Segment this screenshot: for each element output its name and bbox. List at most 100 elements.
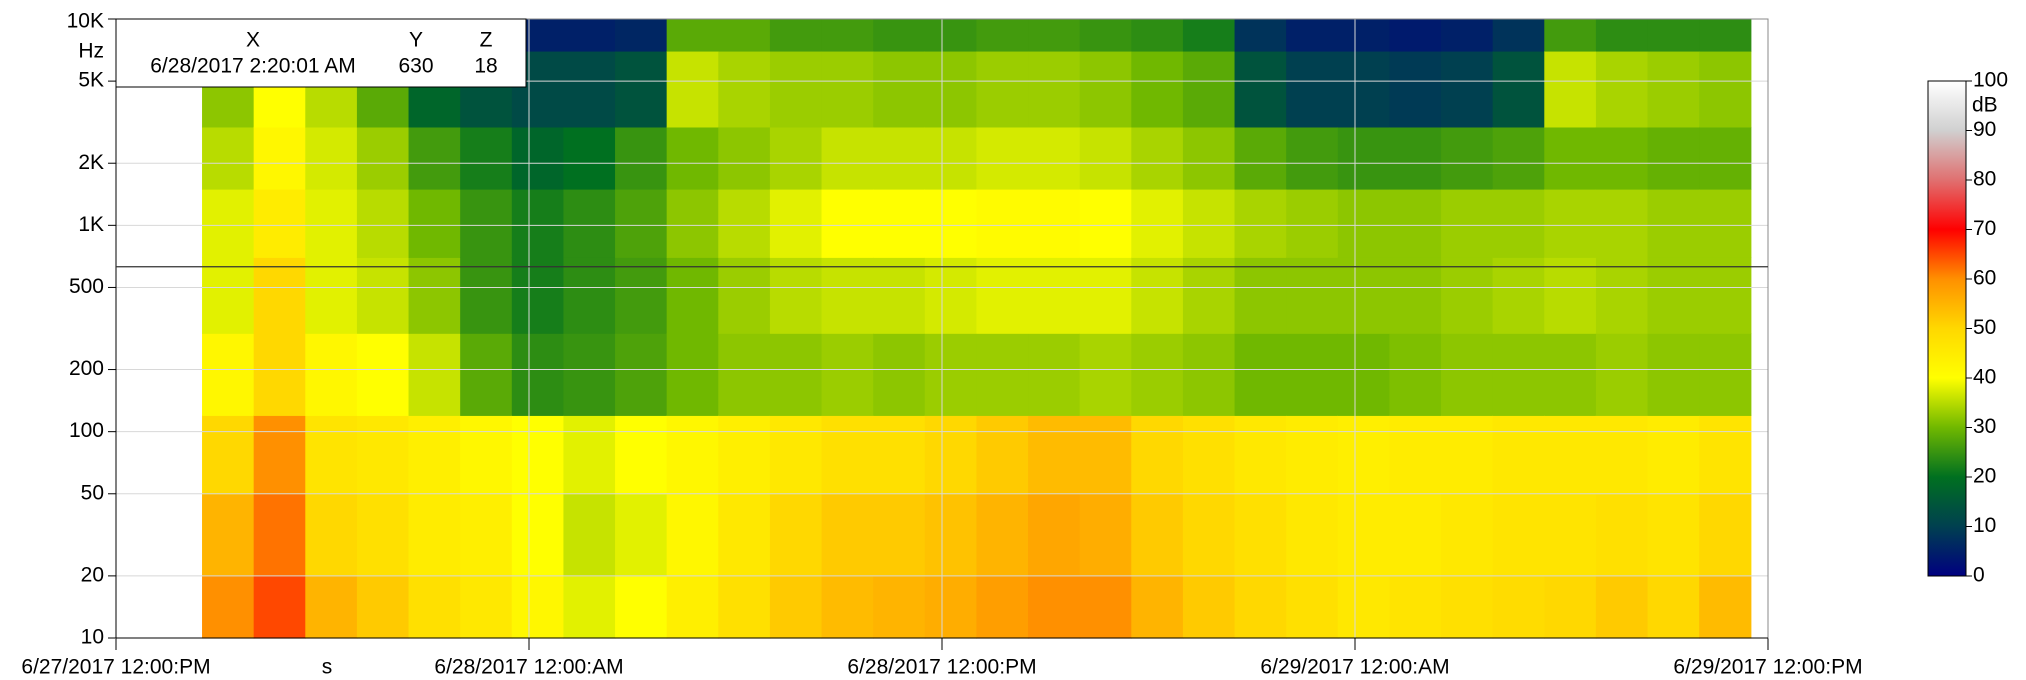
readout-z-header: Z: [480, 29, 493, 52]
heatmap-cell: [1028, 257, 1080, 334]
heatmap-cell: [925, 51, 977, 128]
heatmap-cell: [822, 333, 874, 416]
heatmap-cell: [409, 333, 461, 416]
heatmap-cell: [1648, 51, 1700, 128]
heatmap-cell: [305, 494, 357, 577]
heatmap-cell: [1493, 576, 1545, 639]
heatmap-cell: [1235, 189, 1287, 258]
heatmap-cell: [667, 257, 719, 334]
heatmap-cell: [460, 333, 512, 416]
heatmap-cell: [409, 494, 461, 577]
x-tick-label: 6/29/2017 12:00:PM: [1673, 656, 1862, 679]
heatmap-cell: [1699, 494, 1751, 577]
heatmap-cell: [1131, 189, 1183, 258]
heatmap-cell: [1183, 127, 1235, 190]
heatmap-cell: [1338, 415, 1390, 494]
heatmap-cell: [925, 189, 977, 258]
heatmap-cell: [1648, 257, 1700, 334]
heatmap-cell: [305, 257, 357, 334]
heatmap-cell: [770, 257, 822, 334]
heatmap-cell: [460, 257, 512, 334]
y-tick-label: 10: [81, 626, 104, 649]
heatmap-cell: [202, 415, 254, 494]
heatmap-cell: [1286, 576, 1338, 639]
heatmap-cell: [1493, 189, 1545, 258]
readout-y-header: Y: [409, 29, 423, 52]
heatmap-cell: [512, 415, 564, 494]
heatmap-cell: [305, 415, 357, 494]
colorbar-label: dB: [1972, 94, 1998, 117]
heatmap-cell: [718, 19, 770, 52]
heatmap-cell: [1389, 494, 1441, 577]
heatmap-cell: [1493, 257, 1545, 334]
readout-x-header: X: [246, 29, 260, 52]
heatmap-cell: [822, 51, 874, 128]
heatmap-cell: [1544, 19, 1596, 52]
y-tick-label: 50: [81, 481, 104, 504]
heatmap-cell: [1389, 576, 1441, 639]
heatmap-cell: [1235, 257, 1287, 334]
heatmap-cell: [1338, 19, 1390, 52]
x-tick-label: 6/29/2017 12:00:AM: [1260, 656, 1449, 679]
heatmap-cell: [1648, 189, 1700, 258]
heatmap-cell: [770, 576, 822, 639]
colorbar-tick-label: 40: [1973, 366, 1996, 389]
heatmap-cell: [1544, 494, 1596, 577]
heatmap-cell: [305, 576, 357, 639]
heatmap-cell: [718, 494, 770, 577]
heatmap-cell: [1493, 127, 1545, 190]
heatmap-cell: [1080, 19, 1132, 52]
heatmap-cell: [460, 494, 512, 577]
heatmap-cell: [1183, 576, 1235, 639]
heatmap-cell: [1235, 415, 1287, 494]
heatmap-cell: [1235, 576, 1287, 639]
heatmap-cell: [563, 415, 615, 494]
heatmap-cell: [563, 576, 615, 639]
heatmap-cell: [1441, 494, 1493, 577]
readout-z-value: 18: [474, 55, 497, 78]
heatmap-cell: [1131, 415, 1183, 494]
heatmap-cell: [667, 576, 719, 639]
heatmap-cell: [512, 257, 564, 334]
colorbar-tick-label: 80: [1973, 168, 1996, 191]
heatmap-cell: [925, 576, 977, 639]
heatmap-cell: [254, 257, 306, 334]
heatmap-cell: [770, 19, 822, 52]
heatmap-cell: [254, 189, 306, 258]
heatmap-cell: [718, 257, 770, 334]
x-tick-label: 6/27/2017 12:00:PM: [21, 656, 210, 679]
heatmap-cell: [976, 333, 1028, 416]
heatmap-cell: [1596, 415, 1648, 494]
heatmap-cell: [512, 333, 564, 416]
heatmap-cell: [512, 189, 564, 258]
heatmap-cell: [1338, 189, 1390, 258]
heatmap-cell: [1441, 127, 1493, 190]
heatmap-cell: [667, 333, 719, 416]
heatmap-cell: [409, 576, 461, 639]
y-tick-label: 1K: [78, 213, 104, 236]
x-tick-label: 6/28/2017 12:00:AM: [434, 656, 623, 679]
heatmap-cell: [615, 415, 667, 494]
heatmap-cell: [1389, 51, 1441, 128]
heatmap-cell: [1648, 415, 1700, 494]
heatmap-cell: [1286, 51, 1338, 128]
heatmap-cell: [1028, 189, 1080, 258]
heatmap-cell: [1699, 415, 1751, 494]
heatmap-cell: [1441, 19, 1493, 52]
heatmap-cell: [1338, 576, 1390, 639]
colorbar-tick-label: 90: [1973, 118, 1996, 141]
heatmap-cell: [305, 127, 357, 190]
heatmap-cell: [1235, 19, 1287, 52]
heatmap-cell: [254, 127, 306, 190]
heatmap-cell: [1544, 189, 1596, 258]
colorbar-tick-label: 100: [1973, 69, 2008, 92]
heatmap-cell: [357, 127, 409, 190]
heatmap-cell: [1699, 51, 1751, 128]
heatmap-cell: [1441, 333, 1493, 416]
heatmap-cell: [1493, 333, 1545, 416]
heatmap-cell: [1028, 576, 1080, 639]
heatmap-cell: [1286, 333, 1338, 416]
heatmap-cell: [1441, 257, 1493, 334]
heatmap-cell: [1131, 257, 1183, 334]
heatmap-cell: [718, 189, 770, 258]
